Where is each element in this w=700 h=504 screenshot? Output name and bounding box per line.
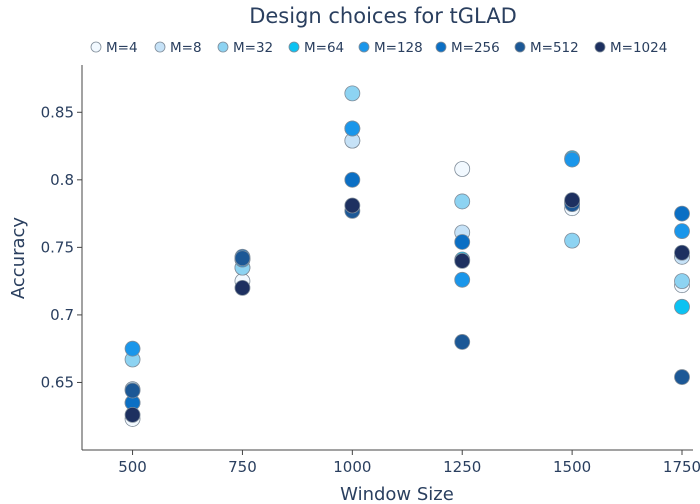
legend-label: M=1024 <box>610 40 667 56</box>
series-m-256 <box>124 171 690 411</box>
data-point <box>674 298 690 315</box>
x-tick-label: 1000 <box>333 458 371 476</box>
data-point <box>234 250 251 267</box>
data-point <box>344 197 361 214</box>
data-point <box>234 279 251 296</box>
data-point <box>564 151 581 168</box>
data-point <box>454 271 471 288</box>
x-tick-label: 1250 <box>443 458 481 476</box>
legend-label: M=128 <box>374 40 423 56</box>
data-point <box>454 334 471 350</box>
data-point <box>344 120 361 137</box>
legend-label: M=64 <box>304 40 344 56</box>
legend-label: M=4 <box>106 40 138 56</box>
legend-label: M=32 <box>233 40 273 56</box>
data-point <box>674 369 690 385</box>
legend-item: M=256 <box>435 40 500 56</box>
x-tick-label: 500 <box>118 458 147 476</box>
data-point <box>454 193 471 210</box>
y-tick-label: 0.85 <box>41 103 74 121</box>
data-point <box>454 161 471 177</box>
data-point <box>124 382 141 399</box>
legend-item: M=512 <box>514 40 579 56</box>
legend-marker <box>154 41 166 53</box>
legend-item: M=8 <box>154 40 202 56</box>
legend-label: M=8 <box>170 40 202 56</box>
series-m-512 <box>124 196 690 399</box>
data-point <box>344 85 361 102</box>
chart-title: Design choices for tGLAD <box>249 4 517 28</box>
y-tick-label: 0.7 <box>50 306 74 324</box>
legend-label: M=512 <box>530 40 579 56</box>
legend-marker <box>435 41 447 53</box>
x-tick-label: 1500 <box>553 458 591 476</box>
data-points <box>124 85 690 427</box>
x-axis-title: Window Size <box>340 484 454 504</box>
y-tick-label: 0.65 <box>41 373 74 391</box>
series-m-8 <box>124 132 690 398</box>
y-tick-label: 0.75 <box>41 238 74 256</box>
legend-item: M=128 <box>358 40 423 56</box>
legend-label: M=256 <box>451 40 500 56</box>
legend-item: M=1024 <box>594 40 667 56</box>
data-point <box>674 205 690 222</box>
series-m-4 <box>124 132 690 427</box>
data-point <box>564 192 581 208</box>
y-tick-label: 0.8 <box>50 171 74 189</box>
data-point <box>454 252 471 269</box>
data-point <box>454 234 471 250</box>
series-m-128 <box>124 120 690 357</box>
series-m-32 <box>124 85 690 368</box>
legend: M=4 M=8 M=32 M=64 M=128 M=256 M=512 M=1024 <box>90 40 667 56</box>
x-tick-label: 1750 <box>663 458 700 476</box>
legend-item: M=4 <box>90 40 138 56</box>
y-axis-title: Accuracy <box>8 217 29 300</box>
legend-item: M=32 <box>217 40 273 56</box>
legend-marker <box>594 41 606 53</box>
series-m-64 <box>124 120 690 411</box>
data-point <box>674 273 690 290</box>
legend-item: M=64 <box>288 40 344 56</box>
legend-marker <box>358 41 370 53</box>
legend-marker <box>217 41 229 53</box>
series-m-1024 <box>124 192 690 423</box>
data-point <box>344 171 361 188</box>
data-point <box>124 340 141 357</box>
legend-marker <box>90 41 102 53</box>
legend-marker <box>514 41 526 53</box>
x-axis: 500 750 1000 1250 1500 1750 <box>82 449 700 476</box>
data-point <box>124 406 141 423</box>
data-point <box>564 232 581 249</box>
x-tick-label: 750 <box>228 458 257 476</box>
y-axis: 0.65 0.7 0.75 0.8 0.85 <box>41 65 83 450</box>
data-point <box>674 244 690 261</box>
data-point <box>674 223 690 240</box>
legend-marker <box>288 41 300 53</box>
